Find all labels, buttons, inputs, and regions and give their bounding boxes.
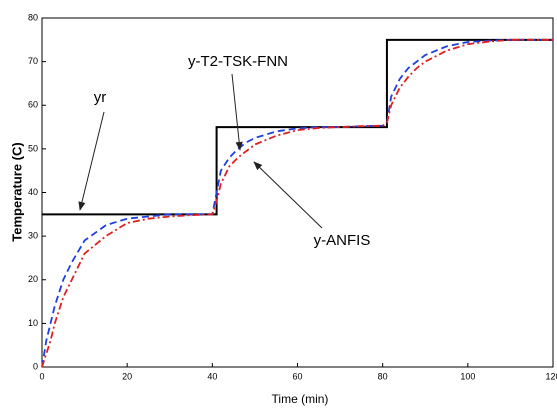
y-tick-label: 80 [28,12,38,22]
y-tick-label: 40 [28,187,38,197]
y-tick-label: 50 [28,143,38,153]
y-tick-label: 70 [28,56,38,66]
annotation: yr [94,89,107,106]
annotation: y-ANFIS [314,232,371,249]
x-tick-label: 60 [292,371,302,381]
annotation-arrow [78,111,105,211]
annotation-arrow [253,161,323,229]
x-axis-label: Time (min) [272,392,329,406]
series-line [42,38,553,216]
annotation-arrow [231,73,243,151]
y-tick-label: 0 [33,361,38,371]
annotation: y-T2-TSK-FNN [188,53,288,70]
x-tick-label: 20 [122,371,132,381]
x-tick-label: 0 [39,371,44,381]
y-tick-label: 10 [28,318,38,328]
y-axis-label: Temperature (C) [9,142,24,241]
x-tick-label: 40 [207,371,217,381]
x-tick-label: 80 [378,371,388,381]
y-tick-label: 60 [28,100,38,110]
series-line [41,38,553,368]
plot-frame [41,17,554,368]
x-tick-label: 120 [545,371,557,381]
series-line [41,38,553,368]
x-tick-label: 100 [460,371,475,381]
y-tick-label: 20 [28,274,38,284]
y-tick-label: 30 [28,231,38,241]
